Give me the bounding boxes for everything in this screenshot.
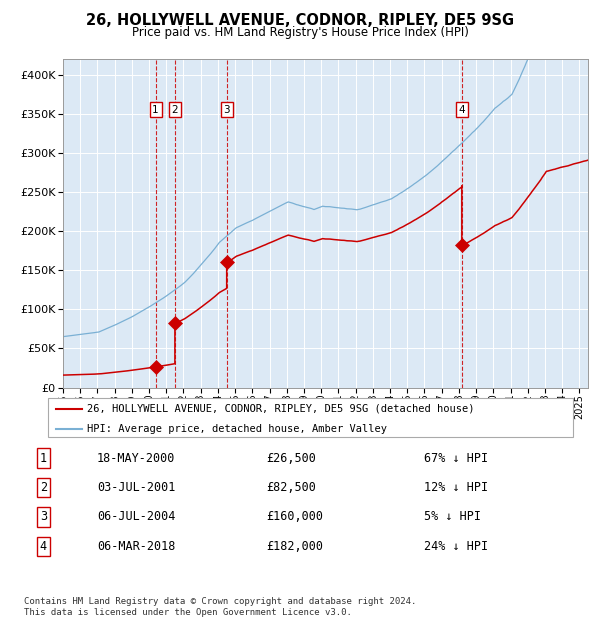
Text: Contains HM Land Registry data © Crown copyright and database right 2024.
This d: Contains HM Land Registry data © Crown c… <box>24 598 416 617</box>
Text: £160,000: £160,000 <box>266 510 323 523</box>
Text: 5% ↓ HPI: 5% ↓ HPI <box>424 510 481 523</box>
Text: 26, HOLLYWELL AVENUE, CODNOR, RIPLEY, DE5 9SG: 26, HOLLYWELL AVENUE, CODNOR, RIPLEY, DE… <box>86 13 514 29</box>
Text: £26,500: £26,500 <box>266 451 316 464</box>
Text: 2: 2 <box>172 105 178 115</box>
Text: Price paid vs. HM Land Registry's House Price Index (HPI): Price paid vs. HM Land Registry's House … <box>131 26 469 39</box>
Text: 24% ↓ HPI: 24% ↓ HPI <box>424 540 488 553</box>
Text: £182,000: £182,000 <box>266 540 323 553</box>
FancyBboxPatch shape <box>48 398 573 437</box>
Text: 1: 1 <box>40 451 47 464</box>
Text: 67% ↓ HPI: 67% ↓ HPI <box>424 451 488 464</box>
Text: 12% ↓ HPI: 12% ↓ HPI <box>424 481 488 494</box>
Text: 3: 3 <box>223 105 230 115</box>
Text: 26, HOLLYWELL AVENUE, CODNOR, RIPLEY, DE5 9SG (detached house): 26, HOLLYWELL AVENUE, CODNOR, RIPLEY, DE… <box>88 404 475 414</box>
Text: 03-JUL-2001: 03-JUL-2001 <box>97 481 175 494</box>
Text: 3: 3 <box>40 510 47 523</box>
Text: HPI: Average price, detached house, Amber Valley: HPI: Average price, detached house, Ambe… <box>88 423 388 433</box>
Text: 1: 1 <box>152 105 159 115</box>
Text: 18-MAY-2000: 18-MAY-2000 <box>97 451 175 464</box>
Text: 06-MAR-2018: 06-MAR-2018 <box>97 540 175 553</box>
Text: 4: 4 <box>40 540 47 553</box>
Text: £82,500: £82,500 <box>266 481 316 494</box>
Text: 4: 4 <box>458 105 465 115</box>
Text: 2: 2 <box>40 481 47 494</box>
Text: 06-JUL-2004: 06-JUL-2004 <box>97 510 175 523</box>
